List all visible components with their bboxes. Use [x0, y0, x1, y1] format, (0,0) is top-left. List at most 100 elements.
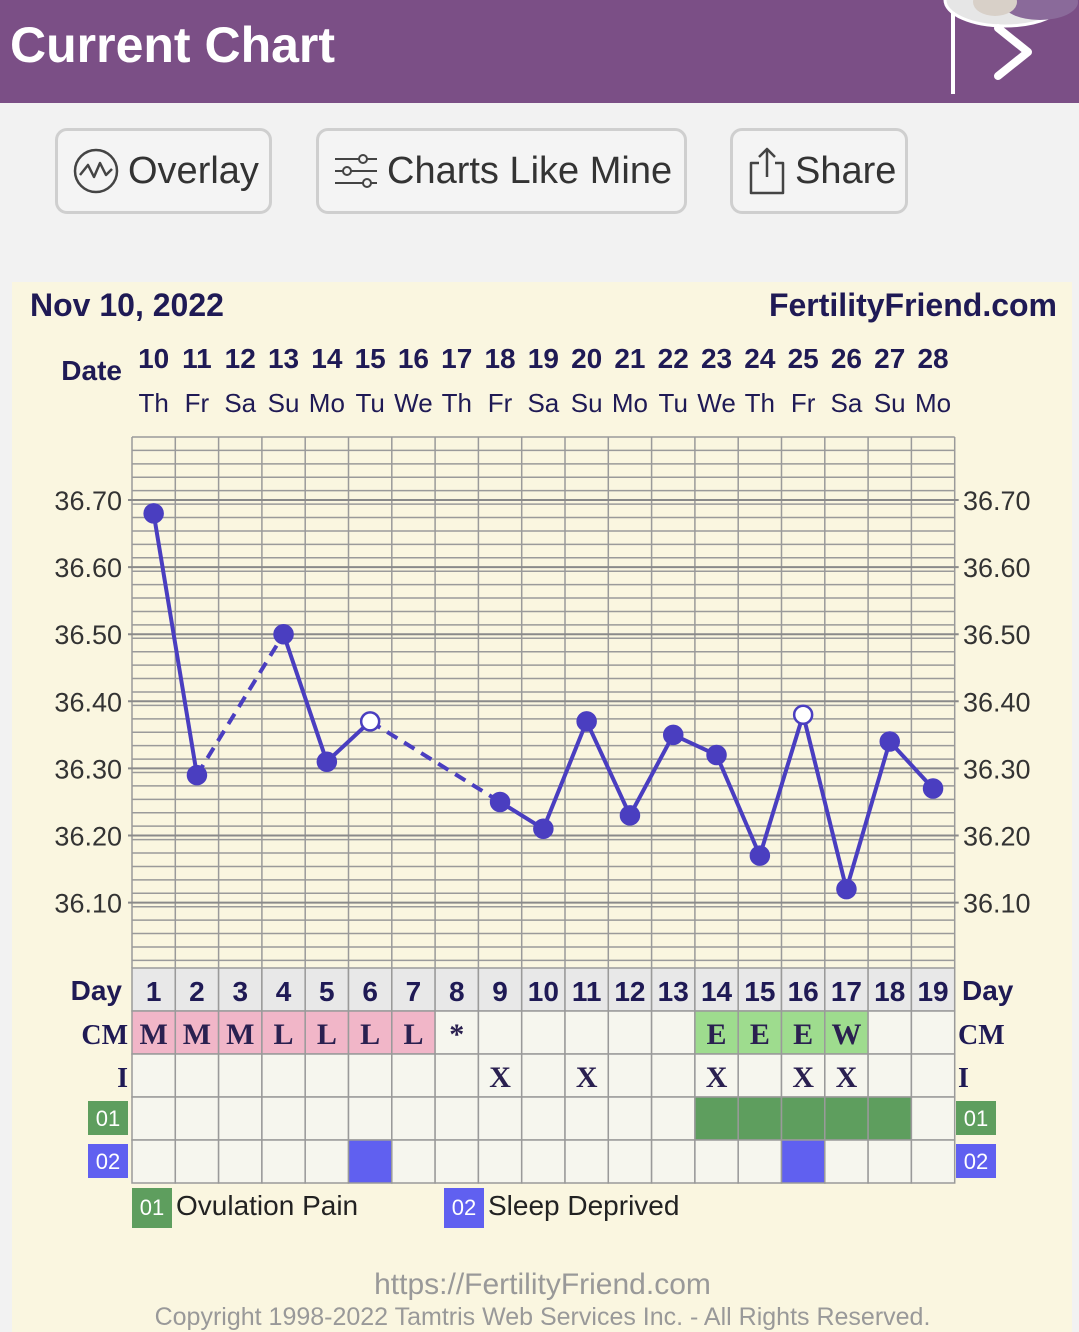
intercourse-mark: X: [792, 1061, 814, 1094]
date-label: 23: [701, 343, 732, 374]
ovulation-pain-row-code-left: 01: [96, 1106, 120, 1131]
intercourse-cell: [477, 1053, 523, 1098]
day-number: 9: [492, 976, 508, 1007]
chart-site: FertilityFriend.com: [769, 287, 1057, 323]
chart-date: Nov 10, 2022: [30, 287, 224, 323]
day-number: 1: [146, 976, 162, 1007]
temp-line: [541, 720, 589, 830]
day-cell: [131, 967, 177, 1012]
cm-value: L: [403, 1018, 423, 1051]
cm-row-label-right: CM: [958, 1020, 1005, 1051]
weekday-label: Th: [745, 388, 775, 418]
ovulation-pain-cell: [391, 1096, 436, 1141]
ovulation-pain-cell: [520, 1096, 566, 1141]
overlay-button[interactable]: Overlay: [55, 128, 272, 214]
sleep-deprived-legend-swatch: [444, 1188, 484, 1228]
charts-like-mine-button[interactable]: Charts Like Mine: [316, 128, 687, 214]
cm-value: M: [226, 1018, 254, 1051]
bbt-chart: Nov 10, 2022 FertilityFriend.com Date Da…: [30, 287, 1057, 1228]
cm-value: E: [750, 1018, 770, 1051]
cm-row-label-left: CM: [81, 1020, 128, 1051]
ovulation-pain-legend-swatch: [132, 1188, 172, 1228]
share-icon: [749, 147, 785, 195]
share-button[interactable]: Share: [730, 128, 908, 214]
day-number: 10: [528, 976, 559, 1007]
date-label: 12: [225, 343, 256, 374]
weekday-label: Fr: [791, 388, 816, 418]
temp-line-dashed: [369, 719, 502, 804]
temp-point-open: [359, 711, 381, 732]
day-number: 12: [614, 976, 645, 1007]
day-number: 7: [406, 976, 422, 1007]
day-cell: [564, 967, 610, 1012]
i-row-label-right: I: [958, 1063, 969, 1094]
date-label: 26: [831, 343, 862, 374]
temp-point: [706, 744, 727, 766]
intercourse-cell: [131, 1053, 177, 1098]
ovulation-pain-cell: [650, 1096, 696, 1141]
avatar[interactable]: [935, 0, 1079, 28]
intercourse-cell: [347, 1053, 393, 1098]
day-cell: [347, 967, 393, 1012]
ovulation-pain-cell: [607, 1096, 653, 1141]
day-number: 4: [276, 976, 292, 1007]
cm-value: *: [449, 1018, 464, 1051]
weekday-label: We: [697, 388, 736, 418]
cm-cell: [131, 1010, 177, 1055]
sleep-deprived-row-code-left: 02: [96, 1149, 120, 1174]
temp-line: [801, 714, 849, 890]
ovulation-pain-cell: [304, 1096, 350, 1141]
day-cell: [261, 967, 306, 1012]
day-number: 16: [788, 976, 819, 1007]
cm-cell: [867, 1010, 913, 1055]
cm-value: L: [274, 1018, 294, 1051]
cm-cell: [477, 1010, 523, 1055]
date-label: 19: [528, 343, 559, 374]
temp-point: [663, 724, 684, 746]
cm-value: L: [317, 1018, 337, 1051]
y-tick-label-left: 36.50: [54, 620, 122, 650]
footer-url[interactable]: https://FertilityFriend.com: [374, 1268, 711, 1301]
cm-value: M: [183, 1018, 211, 1051]
cm-cell: [737, 1010, 783, 1055]
ovulation-pain-row-badge-right: [956, 1101, 996, 1135]
share-label: Share: [795, 149, 897, 192]
intercourse-cell: [910, 1053, 956, 1098]
sleep-deprived-cell: [694, 1139, 739, 1184]
temperature-grid-bg: [132, 437, 955, 968]
temp-line: [714, 754, 762, 857]
date-label: 24: [744, 343, 776, 374]
sleep-deprived-row-code-right: 02: [964, 1149, 988, 1174]
y-tick-label-left: 36.60: [54, 553, 122, 583]
header-divider: [951, 12, 955, 94]
temp-point: [533, 818, 554, 840]
ovulation-pain-cell: [347, 1096, 393, 1141]
sleep-deprived-legend-code: 02: [452, 1195, 476, 1220]
temp-line: [888, 740, 935, 790]
intercourse-cell: [607, 1053, 653, 1098]
overlay-icon: [73, 148, 119, 194]
day-cell: [910, 967, 956, 1012]
weekday-label: Mo: [915, 388, 951, 418]
overlay-label: Overlay: [128, 149, 259, 192]
y-tick-label-left: 36.40: [54, 687, 122, 717]
day-number: 19: [917, 976, 948, 1007]
sleep-deprived-cell: [520, 1139, 566, 1184]
temp-line: [757, 714, 806, 857]
chevron-right-icon[interactable]: [990, 22, 1040, 82]
sleep-deprived-row-badge-left: [88, 1144, 128, 1178]
y-tick-label-right: 36.40: [963, 687, 1031, 717]
day-number: 11: [572, 976, 602, 1007]
date-label: 21: [614, 343, 645, 374]
sleep-deprived-cell: [564, 1139, 610, 1184]
day-number: 3: [232, 976, 248, 1007]
day-number: 15: [744, 976, 775, 1007]
date-label: 11: [182, 343, 212, 374]
ovulation-pain-cell: [217, 1096, 263, 1141]
ovulation-pain-cell: [261, 1096, 306, 1141]
temp-line: [151, 513, 199, 776]
sleep-deprived-cell: [391, 1139, 436, 1184]
y-tick-label-left: 36.30: [54, 754, 122, 784]
cm-value: M: [139, 1018, 167, 1051]
intercourse-cell: [824, 1053, 869, 1098]
